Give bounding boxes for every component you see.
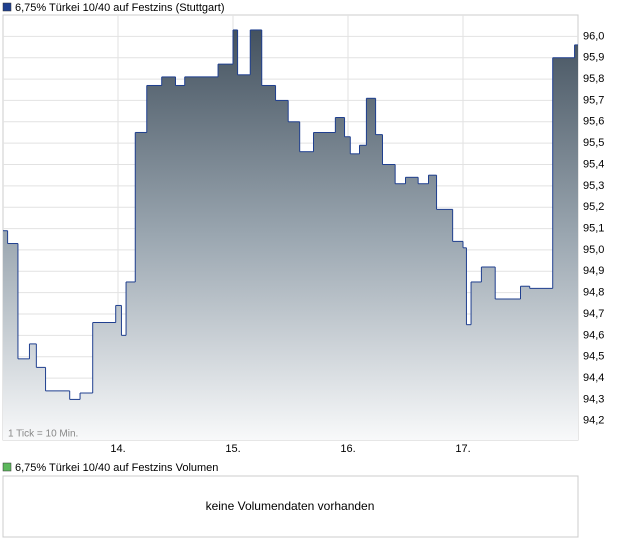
y-tick-label: 95,0 <box>583 244 604 256</box>
y-tick-label: 95,5 <box>583 137 604 149</box>
x-tick-label: 14. <box>110 443 125 455</box>
y-tick-label: 94,3 <box>583 393 604 405</box>
volume-area <box>2 475 579 538</box>
y-tick-label: 94,7 <box>583 308 604 320</box>
x-tick-label: 17. <box>455 443 470 455</box>
y-tick-label: 94,2 <box>583 415 604 427</box>
y-tick-label: 94,4 <box>583 372 604 384</box>
y-tick-label: 95,9 <box>583 52 604 64</box>
y-tick-label: 95,8 <box>583 73 604 85</box>
x-tick-label: 15. <box>225 443 240 455</box>
legend-swatch <box>2 2 12 12</box>
y-tick-label: 95,2 <box>583 201 604 213</box>
y-tick-label: 94,9 <box>583 265 604 277</box>
x-tick-label: 16. <box>340 443 355 455</box>
y-tick-label: 95,1 <box>583 222 604 234</box>
legend-label: 6,75% Türkei 10/40 auf Festzins (Stuttga… <box>15 2 225 14</box>
y-tick-label: 94,5 <box>583 351 604 363</box>
y-tick-label: 96,0 <box>583 30 604 42</box>
y-tick-label: 95,7 <box>583 94 604 106</box>
empty-message: keine Volumendaten vorhanden <box>206 499 375 513</box>
y-tick-label: 95,4 <box>583 158 604 170</box>
y-tick-label: 94,8 <box>583 287 604 299</box>
y-tick-label: 95,6 <box>583 116 604 128</box>
y-tick-label: 95,3 <box>583 180 604 192</box>
legend-swatch <box>2 462 12 472</box>
y-tick-label: 94,6 <box>583 329 604 341</box>
legend-label: 6,75% Türkei 10/40 auf Festzins Volumen <box>15 462 218 474</box>
annotation: 1 Tick = 10 Min. <box>8 429 78 440</box>
